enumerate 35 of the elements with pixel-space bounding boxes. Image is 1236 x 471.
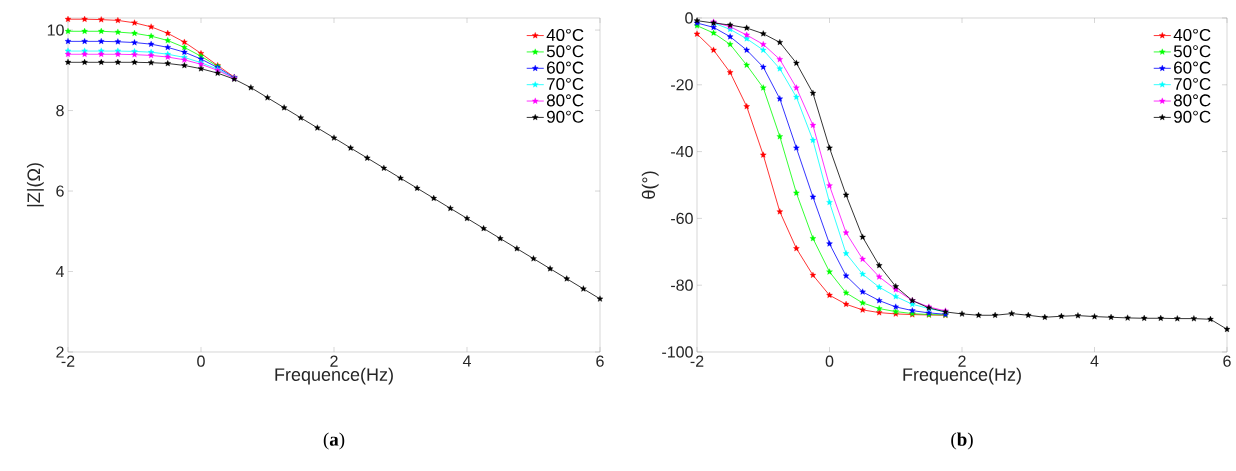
y-tick-label: 0 (685, 12, 693, 24)
legend-label: 60°C (547, 61, 584, 74)
legend-label: 90°C (1174, 110, 1211, 123)
x-tick-label: 4 (1090, 355, 1099, 367)
legend-label: 40°C (546, 28, 584, 41)
legend-label: 90°C (546, 110, 584, 123)
x-axis-title: Frequence(Hz) (275, 367, 393, 385)
y-tick-label: -20 (671, 79, 693, 91)
y-tick-label: 6 (56, 185, 64, 197)
x-axis-title: Frequence(Hz) (903, 367, 1021, 385)
y-tick-label: 10 (47, 24, 64, 36)
legend-label: 70°C (547, 77, 584, 91)
y-tick-label: -80 (671, 279, 693, 291)
text: (a) (323, 432, 345, 450)
x-tick-label: 0 (825, 355, 834, 367)
y-axis-title: θ(°) (641, 171, 659, 199)
x-tick-label: 2 (958, 355, 966, 367)
x-tick-label: 6 (596, 355, 604, 367)
y-tick-label: 8 (56, 104, 64, 117)
legend-label: 70°C (1174, 77, 1211, 91)
y-axis-title: |Z|(Ω) (26, 163, 44, 207)
legend-label: 50°C (1173, 45, 1211, 58)
x-tick-label: 0 (197, 355, 205, 367)
legend-label: 50°C (546, 45, 584, 58)
text: (b) (951, 432, 973, 450)
x-tick-label: 6 (1223, 355, 1231, 367)
x-tick-label: 2 (330, 355, 338, 367)
legend-label: 40°C (1173, 28, 1211, 41)
legend-label: 80°C (546, 94, 584, 107)
legend-label: 80°C (1173, 94, 1211, 107)
legend-label: 60°C (1174, 61, 1211, 74)
y-tick-label: 4 (55, 266, 64, 278)
y-tick-label: -60 (671, 212, 693, 225)
x-tick-label: 4 (462, 355, 471, 367)
y-tick-label: -40 (671, 145, 693, 158)
